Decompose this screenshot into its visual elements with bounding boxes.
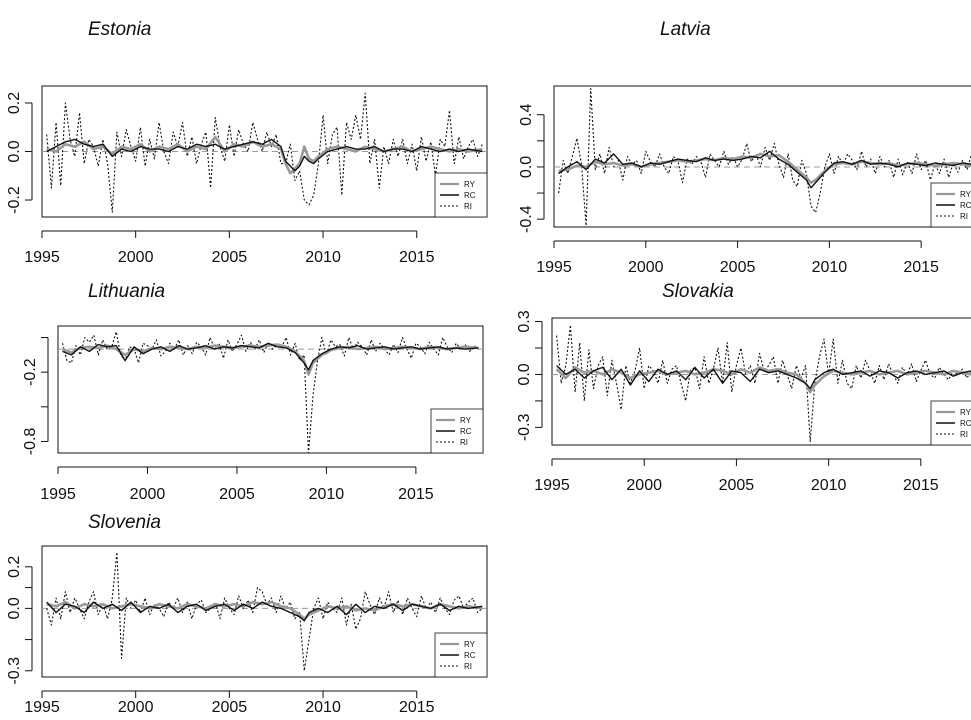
x-tick-label: 2010 <box>812 259 848 276</box>
series-group <box>558 88 971 227</box>
y-tick-label: -0.3 <box>6 657 23 685</box>
x-tick-label: 2000 <box>118 249 154 266</box>
y-tick-label: 0.0 <box>6 597 23 619</box>
legend-label-ri: RI <box>960 430 968 439</box>
legend-label-ry: RY <box>960 408 971 417</box>
legend-label-rc: RC <box>460 427 472 436</box>
y-tick-label: 0.0 <box>516 363 533 385</box>
panel-title-lithuania: Lithuania <box>88 281 165 302</box>
panel-slovakia: Slovakia 1995 2000 2005 2010 2015 -0.3 0.0 0.3 RY… <box>516 281 971 494</box>
x-tick-label: 2000 <box>130 486 166 503</box>
plot-frame <box>553 85 971 228</box>
legend-label-rc: RC <box>960 419 971 428</box>
y-tick-label: 0.4 <box>518 104 535 126</box>
x-tick-label: 2010 <box>811 477 847 494</box>
x-tick-label: 2005 <box>720 259 756 276</box>
series-line-ry <box>46 135 483 175</box>
x-tick-label: 1995 <box>536 259 572 276</box>
legend-label-ry: RY <box>960 190 971 199</box>
y-tick-label: 0.2 <box>6 92 23 114</box>
panel-title-slovakia: Slovakia <box>662 281 734 302</box>
x-tick-label: 2005 <box>212 249 248 266</box>
panel-title-estonia: Estonia <box>88 19 151 40</box>
legend-label-ry: RY <box>464 640 476 649</box>
y-tick-label: -0.8 <box>22 428 39 456</box>
series-line-ry <box>46 600 483 621</box>
legend-label-ri: RI <box>960 212 968 221</box>
panel-latvia: Latvia 1995 2000 2005 2010 2015 -0.4 0.0 0.4 RY RC… <box>518 19 971 276</box>
series-line-rc <box>558 150 971 189</box>
series-line-rc <box>46 138 483 172</box>
panel-slovenia: Slovenia 1995 2000 2005 2010 2015 -0.3 0.0 0.2 RY… <box>6 512 488 716</box>
legend-label-rc: RC <box>464 651 476 660</box>
legend-label-rc: RC <box>464 191 476 200</box>
x-tick-label: 2005 <box>719 477 755 494</box>
y-tick-label: 0.3 <box>516 310 533 332</box>
series-line-ri <box>556 324 971 443</box>
x-tick-label: 2000 <box>628 259 664 276</box>
legend: RY RC RI <box>930 182 971 228</box>
plot-frame <box>551 317 971 446</box>
x-tick-label: 2015 <box>399 699 435 716</box>
legend-label-ry: RY <box>464 180 476 189</box>
x-tick-label: 2005 <box>219 486 255 503</box>
x-tick-label: 2000 <box>626 477 662 494</box>
y-tick-label: 0.0 <box>518 156 535 178</box>
y-tick-label: 0.2 <box>6 556 23 578</box>
x-tick-label: 2015 <box>903 477 939 494</box>
x-tick-label: 2015 <box>398 486 434 503</box>
legend: RY RC RI <box>930 400 971 446</box>
legend: RY RC RI <box>434 632 488 678</box>
legend-label-ri: RI <box>464 662 472 671</box>
y-tick-label: -0.3 <box>516 413 533 441</box>
legend: RY RC RI <box>434 172 488 218</box>
y-tick-label: -0.2 <box>6 186 23 214</box>
legend-label-ry: RY <box>460 416 472 425</box>
series-line-rc <box>556 365 971 390</box>
series-line-ri <box>46 92 483 213</box>
x-tick-label: 2010 <box>305 249 341 266</box>
x-tick-label: 2000 <box>118 699 154 716</box>
x-tick-label: 1995 <box>534 477 570 494</box>
series-group <box>46 92 483 213</box>
x-tick-label: 2010 <box>305 699 341 716</box>
series-line-ri <box>46 551 483 672</box>
series-group <box>555 324 971 443</box>
x-tick-label: 2015 <box>903 259 939 276</box>
series-line-rc <box>46 601 483 622</box>
x-tick-label: 2015 <box>399 249 435 266</box>
plot-frame <box>57 325 484 454</box>
series-line-ry <box>555 366 971 394</box>
legend-label-rc: RC <box>960 201 971 210</box>
x-tick-label: 1995 <box>40 486 76 503</box>
panel-title-slovenia: Slovenia <box>88 512 161 533</box>
plot-frame <box>41 545 488 678</box>
x-tick-label: 1995 <box>24 699 60 716</box>
series-line-rc <box>62 342 479 371</box>
series-line-ri <box>61 331 479 453</box>
series-group <box>46 551 483 672</box>
y-tick-label: 0.0 <box>6 140 23 162</box>
x-tick-label: 2005 <box>212 699 248 716</box>
series-group <box>61 331 479 453</box>
y-tick-label: -0.2 <box>22 358 39 386</box>
legend-label-ri: RI <box>464 202 472 211</box>
y-tick-label: -0.4 <box>518 205 535 233</box>
series-line-ri <box>558 88 971 227</box>
x-tick-label: 1995 <box>24 249 60 266</box>
panel-title-latvia: Latvia <box>660 19 711 40</box>
legend: RY RC RI <box>430 408 484 454</box>
legend-label-ri: RI <box>460 438 468 447</box>
x-tick-label: 2010 <box>309 486 345 503</box>
